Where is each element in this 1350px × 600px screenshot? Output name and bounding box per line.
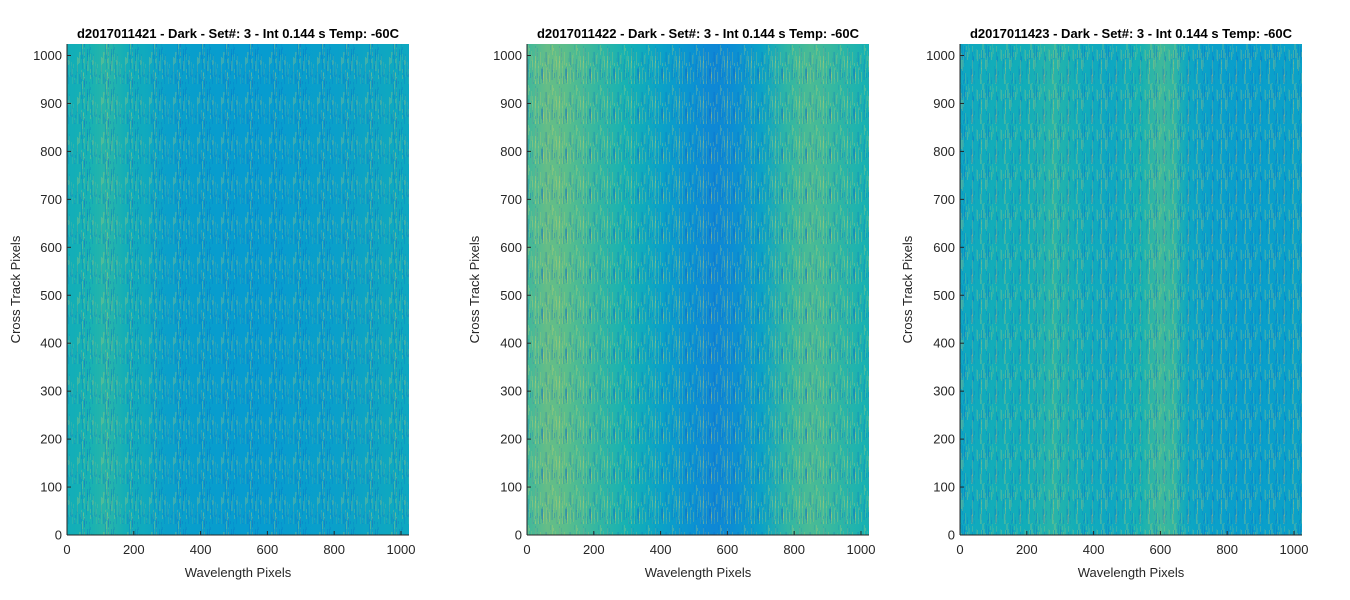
y-tick-label: 0: [515, 528, 522, 543]
y-tick-label: 0: [55, 528, 62, 543]
y-tick-label: 200: [40, 432, 62, 447]
subplot-2: 0 200 400 600 800 1000 0 100 200 300 400 500 600 700 8…: [467, 26, 875, 580]
heatmap-texture: [960, 44, 1302, 535]
y-tick-label: 100: [40, 480, 62, 495]
y-tick-label: 900: [500, 96, 522, 111]
y-tick-label: 1000: [33, 48, 62, 63]
plot-title: d2017011421 - Dark - Set#: 3 - Int 0.144…: [77, 26, 400, 41]
x-tick-label: 400: [190, 542, 212, 557]
y-tick-label: 900: [933, 96, 955, 111]
y-tick-label: 0: [948, 528, 955, 543]
y-tick-label: 800: [500, 144, 522, 159]
x-tick-label: 200: [1016, 542, 1038, 557]
y-tick-label: 700: [40, 192, 62, 207]
x-axis-label: Wavelength Pixels: [1078, 565, 1185, 580]
plot-title: d2017011423 - Dark - Set#: 3 - Int 0.144…: [970, 26, 1293, 41]
y-tick-label: 600: [40, 240, 62, 255]
x-tick-label: 600: [1150, 542, 1172, 557]
y-tick-label: 800: [933, 144, 955, 159]
y-tick-label: 300: [500, 384, 522, 399]
y-tick-label: 300: [40, 384, 62, 399]
y-tick-label: 900: [40, 96, 62, 111]
y-tick-label: 100: [500, 480, 522, 495]
plot-title: d2017011422 - Dark - Set#: 3 - Int 0.144…: [537, 26, 860, 41]
x-axis-label: Wavelength Pixels: [645, 565, 752, 580]
y-tick-label: 500: [933, 288, 955, 303]
y-tick-label: 600: [500, 240, 522, 255]
x-tick-label: 200: [583, 542, 605, 557]
y-tick-label: 800: [40, 144, 62, 159]
subplot-1: 0 200 400 600 800 1000 0 100 200 300 400 500 600 700 8…: [8, 26, 415, 580]
x-axis-label: Wavelength Pixels: [185, 565, 292, 580]
y-axis-label: Cross Track Pixels: [900, 235, 915, 343]
x-tick-label: 400: [650, 542, 672, 557]
y-tick-label: 700: [933, 192, 955, 207]
x-tick-label: 0: [63, 542, 70, 557]
x-tick-label: 800: [783, 542, 805, 557]
x-tick-label: 600: [257, 542, 279, 557]
x-tick-label: 1000: [847, 542, 876, 557]
x-tick-label: 400: [1083, 542, 1105, 557]
x-tick-label: 800: [1216, 542, 1238, 557]
y-tick-label: 600: [933, 240, 955, 255]
y-tick-label: 400: [40, 336, 62, 351]
y-tick-label: 1000: [493, 48, 522, 63]
y-axis-label: Cross Track Pixels: [467, 235, 482, 343]
heatmap-texture: [67, 44, 409, 535]
y-tick-label: 700: [500, 192, 522, 207]
y-tick-label: 500: [500, 288, 522, 303]
x-tick-label: 600: [717, 542, 739, 557]
x-tick-label: 800: [323, 542, 345, 557]
y-tick-label: 400: [933, 336, 955, 351]
y-tick-label: 200: [500, 432, 522, 447]
y-tick-label: 200: [933, 432, 955, 447]
x-tick-label: 1000: [387, 542, 416, 557]
y-tick-label: 1000: [926, 48, 955, 63]
y-axis-label: Cross Track Pixels: [8, 235, 23, 343]
subplot-3: 0 200 400 600 800 1000 0 100 200 300 400 500 600 700 8…: [900, 26, 1308, 580]
x-tick-label: 0: [956, 542, 963, 557]
x-tick-label: 1000: [1280, 542, 1309, 557]
x-tick-label: 200: [123, 542, 145, 557]
y-tick-label: 500: [40, 288, 62, 303]
y-tick-label: 100: [933, 480, 955, 495]
heatmap-texture: [527, 44, 869, 535]
y-tick-label: 300: [933, 384, 955, 399]
y-tick-label: 400: [500, 336, 522, 351]
x-tick-label: 0: [523, 542, 530, 557]
